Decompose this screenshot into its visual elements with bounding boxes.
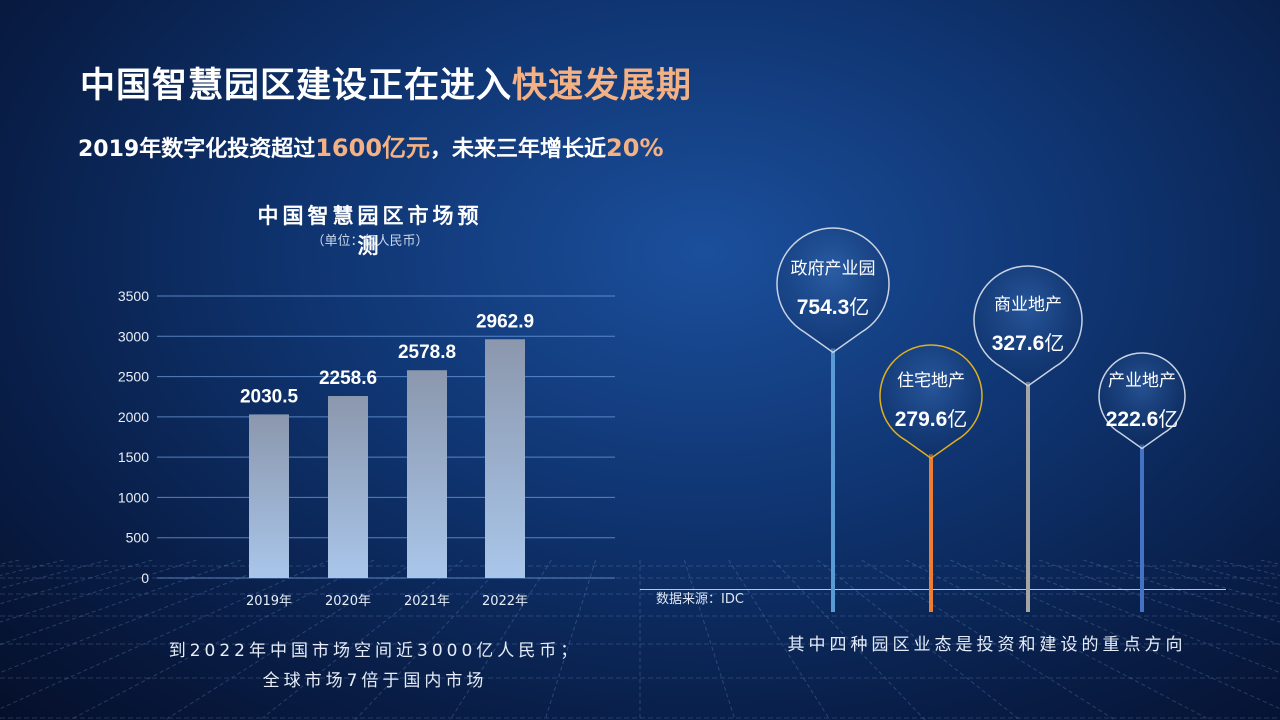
perspective-grid-floor — [0, 560, 1280, 720]
title-highlight: 快速发展期 — [512, 66, 693, 106]
page-subtitle: 2019年数字化投资超过1600亿元，未来三年增长近20% — [78, 128, 664, 163]
pin-category: 政府产业园 — [790, 259, 876, 279]
y-tick-label: 3000 — [118, 328, 149, 344]
left-note-line2: 全球市场7倍于国内市场 — [262, 671, 488, 691]
title-main: 中国智慧园区建设正在进入 — [80, 66, 513, 106]
y-tick-label: 3500 — [118, 288, 149, 304]
x-tick-label: 2022年 — [482, 594, 528, 609]
left-note-line1: 到2022年中国市场空间近3000亿人民币； — [168, 641, 582, 661]
pin-value-number: 327.6 — [991, 332, 1045, 355]
data-source: 数据来源：IDC — [656, 592, 744, 607]
subtitle-pct: 20% — [606, 134, 664, 162]
x-tick-label: 2019年 — [246, 594, 292, 609]
y-tick-label: 1000 — [118, 489, 149, 505]
bar — [485, 339, 525, 578]
pin-value: 279.6亿 — [861, 403, 1001, 432]
page-title: 中国智慧园区建设正在进入快速发展期 — [80, 64, 720, 108]
market-forecast-bar-chart: 0 500 1000 1500 2000 2500 3000 3500 2030.5 2019年 2… — [118, 288, 615, 609]
y-tick-label: 0 — [141, 570, 149, 586]
pin-bubble — [776, 227, 890, 354]
bar-value-label: 2258.6 — [319, 368, 377, 389]
bar-value-label: 2030.5 — [240, 386, 299, 407]
subtitle-pre: 2019年数字化投资超过 — [78, 137, 316, 162]
bar-value-label: 2962.9 — [476, 311, 534, 332]
pin-value: 754.3亿 — [763, 291, 903, 320]
pin-value-number: 754.3 — [796, 296, 850, 319]
pin-bubble — [879, 344, 983, 460]
pin-value-unit: 亿 — [947, 407, 968, 431]
y-tick-label: 2500 — [118, 369, 149, 385]
pin-label: 政府产业园 754.3亿 — [763, 254, 903, 320]
chart-title: 中国智慧园区市场预测 — [257, 204, 483, 258]
pin-value-unit: 亿 — [1158, 407, 1179, 431]
bar — [407, 370, 447, 578]
pin-value-number: 222.6 — [1105, 408, 1159, 431]
pin-value: 222.6亿 — [1072, 403, 1212, 432]
chart-unit: （单位：亿人民币） — [311, 234, 429, 249]
bar — [328, 396, 368, 578]
pin-label: 住宅地产 279.6亿 — [861, 366, 1001, 432]
pin-label: 产业地产 222.6亿 — [1072, 366, 1212, 432]
pin-label: 商业地产 327.6亿 — [958, 290, 1098, 356]
bar-value-label: 2578.8 — [398, 342, 456, 363]
pin-value-unit: 亿 — [1044, 331, 1065, 355]
pin-bubble — [1098, 352, 1186, 450]
x-tick-label: 2021年 — [404, 594, 450, 609]
pin-category: 产业地产 — [1108, 371, 1176, 391]
y-tick-label: 2000 — [118, 409, 149, 425]
y-tick-label: 1500 — [118, 449, 149, 465]
right-note: 其中四种园区业态是投资和建设的重点方向 — [787, 635, 1187, 655]
left-note: 到2022年中国市场空间近3000亿人民币； 全球市场7倍于国内市场 — [140, 636, 610, 696]
pin-category: 商业地产 — [994, 295, 1062, 315]
y-tick-label: 500 — [126, 530, 150, 546]
pin-category: 住宅地产 — [897, 371, 965, 391]
x-tick-label: 2020年 — [325, 594, 371, 609]
pin-value-unit: 亿 — [849, 295, 870, 319]
bar — [249, 414, 289, 578]
pin-value-number: 279.6 — [894, 408, 948, 431]
subtitle-amount: 1600亿元 — [315, 134, 431, 162]
pin-bubble — [973, 265, 1083, 387]
subtitle-mid: ，未来三年增长近 — [430, 137, 607, 162]
pin-value: 327.6亿 — [958, 327, 1098, 356]
